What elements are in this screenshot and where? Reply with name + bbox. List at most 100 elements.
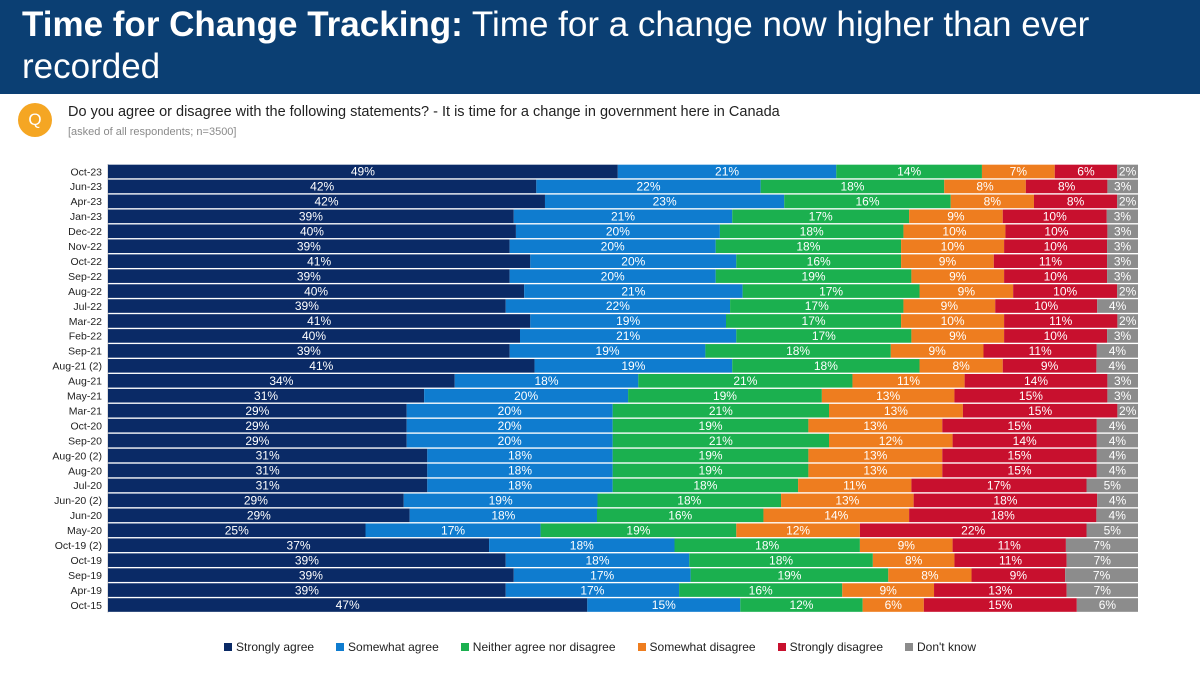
bar-segment [919,359,1003,373]
bar-segment [612,418,809,433]
title-bold: Time for Change Tracking: [22,5,463,44]
data-label: 39% [295,553,319,567]
data-label: 13% [876,389,900,403]
data-label: 3% [1114,374,1132,388]
data-label: 4% [1109,464,1127,478]
data-label: 9% [949,329,967,343]
category-label: May-21 [67,391,102,403]
data-label: 20% [498,404,522,418]
category-label: Aug-20 (2) [52,450,102,462]
bar-segment [1117,314,1138,328]
bar-segment [509,239,716,254]
data-label: 20% [498,419,522,433]
bar-segment [923,598,1077,612]
data-label: 41% [309,359,333,373]
bar-segment [911,269,1005,283]
data-label: 3% [1114,269,1132,283]
data-label: 5% [1104,523,1122,537]
data-label: 25% [225,523,249,537]
data-label: 37% [287,538,311,552]
data-label: 15% [1008,419,1032,433]
bar-segment [942,448,1097,463]
bar-segment [108,284,525,298]
data-label: 9% [947,210,965,224]
bar-segment [1107,329,1138,343]
bar-segment [1004,269,1108,283]
data-label: 2% [1119,195,1137,209]
bar-segment [108,359,535,373]
bar-segment [705,344,891,358]
bar-segment [427,463,613,478]
data-label: 9% [879,583,897,597]
bar-segment [1004,314,1118,328]
data-label: 17% [441,523,465,537]
page-title: Time for Change Tracking: Time for a cha… [22,4,1172,88]
data-label: 39% [299,568,323,582]
bar-segment [901,254,994,268]
bar-segment [1076,598,1138,612]
legend-swatch [905,643,913,651]
bar-segment [962,403,1118,418]
data-label: 16% [807,254,831,268]
category-label: Aug-21 [68,376,102,388]
data-label: 18% [769,553,793,567]
bar-segment [952,538,1066,553]
legend-label: Neither agree nor disagree [472,640,616,654]
bar-segment [108,418,407,433]
category-label: Oct-19 (2) [55,540,102,552]
data-label: 9% [1041,359,1059,373]
header-banner: Time for Change Tracking: Time for a cha… [0,0,1200,94]
bar-segment [836,164,982,179]
category-label: Oct-20 [70,420,102,432]
data-label: 19% [699,464,723,478]
category-label: Jun-20 [70,510,102,522]
bar-segment [489,538,675,553]
data-label: 47% [336,598,360,612]
data-label: 18% [508,464,532,478]
data-label: 21% [621,284,645,298]
bar-segment [715,239,902,254]
bar-segment [842,583,935,597]
data-label: 8% [1058,180,1076,194]
bar-segment [628,388,822,403]
title-rest: Time for a change now higher than ever r… [22,5,1090,86]
category-label: Oct-15 [70,600,102,612]
bar-segment [530,254,737,268]
data-label: 18% [755,538,779,552]
data-label: 12% [789,598,813,612]
data-label: 40% [302,329,326,343]
data-label: 17% [812,329,836,343]
category-label: Jan-23 [70,211,102,223]
data-label: 8% [1067,195,1085,209]
data-label: 31% [256,449,280,463]
data-label: 9% [941,299,959,313]
bar-segment [993,254,1108,268]
data-label: 18% [508,449,532,463]
bar-segment [1107,254,1138,268]
bar-segment [612,448,809,463]
data-label: 3% [1114,210,1132,224]
bar-segment [942,463,1097,478]
bar-segment [427,478,613,493]
bar-segment [1065,568,1138,582]
data-label: 8% [952,359,970,373]
data-label: 16% [668,509,692,523]
data-label: 13% [863,449,887,463]
data-label: 7% [1010,165,1028,179]
data-label: 19% [596,344,620,358]
data-label: 14% [824,509,848,523]
category-label: Sep-19 [68,570,102,582]
data-label: 18% [491,509,515,523]
data-label: 4% [1109,419,1127,433]
data-label: 18% [814,359,838,373]
bar-segment [612,463,809,478]
bar-segment [108,314,531,328]
bar-segment [108,553,506,567]
category-label: Oct-23 [70,166,102,178]
bar-segment [638,373,853,388]
bar-segment [911,478,1087,493]
bar-segment [524,284,743,298]
bar-segment [872,553,955,567]
data-label: 19% [616,314,640,328]
bar-segment [108,598,588,612]
